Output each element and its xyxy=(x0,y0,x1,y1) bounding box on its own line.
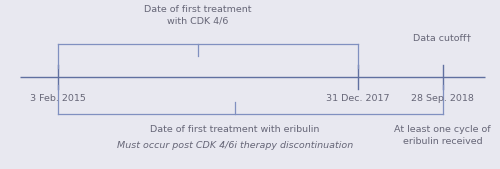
Text: 3 Feb. 2015: 3 Feb. 2015 xyxy=(30,94,86,103)
Text: Date of first treatment
with CDK 4/6: Date of first treatment with CDK 4/6 xyxy=(144,5,252,26)
Text: Date of first treatment with eribulin: Date of first treatment with eribulin xyxy=(150,125,320,134)
Text: At least one cycle of
eribulin received: At least one cycle of eribulin received xyxy=(394,125,491,146)
Text: Must occur post CDK 4/6i therapy discontinuation: Must occur post CDK 4/6i therapy discont… xyxy=(117,141,353,150)
Text: Data cutoff†: Data cutoff† xyxy=(414,33,472,42)
Text: 28 Sep. 2018: 28 Sep. 2018 xyxy=(411,94,474,103)
Text: 31 Dec. 2017: 31 Dec. 2017 xyxy=(326,94,389,103)
